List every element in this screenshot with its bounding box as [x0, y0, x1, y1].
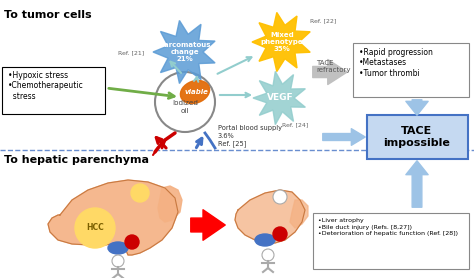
Text: •Liver atrophy
•Bile duct injury (Refs. [8,27])
•Deterioration of hepatic functi: •Liver atrophy •Bile duct injury (Refs. …	[318, 218, 458, 236]
Ellipse shape	[108, 242, 128, 254]
Circle shape	[125, 235, 139, 249]
Text: TACE
refractory: TACE refractory	[316, 60, 350, 73]
Circle shape	[112, 255, 124, 267]
FancyBboxPatch shape	[353, 43, 469, 97]
Polygon shape	[253, 71, 305, 125]
Text: Sarcomatous
change
21%: Sarcomatous change 21%	[159, 42, 211, 62]
Polygon shape	[48, 180, 178, 255]
Text: Ref. [21]: Ref. [21]	[118, 50, 144, 55]
Polygon shape	[158, 186, 182, 222]
Ellipse shape	[255, 234, 275, 246]
Circle shape	[262, 249, 274, 261]
Text: Portal blood supply
3.6%
Ref. [25]: Portal blood supply 3.6% Ref. [25]	[218, 125, 282, 147]
Polygon shape	[235, 190, 305, 243]
FancyBboxPatch shape	[313, 213, 469, 269]
FancyArrowPatch shape	[406, 161, 428, 207]
Circle shape	[273, 227, 287, 241]
Ellipse shape	[181, 80, 210, 103]
Text: To hepatic parenchyma: To hepatic parenchyma	[4, 155, 149, 165]
FancyArrowPatch shape	[313, 59, 347, 85]
Text: viable: viable	[185, 89, 209, 95]
FancyBboxPatch shape	[2, 66, 106, 113]
Text: •Rapid progression
•Metastases
•Tumor thrombi: •Rapid progression •Metastases •Tumor th…	[359, 48, 433, 78]
Circle shape	[273, 190, 287, 204]
Text: Ref. [24]: Ref. [24]	[282, 122, 309, 127]
Text: Mixed
phenotype
35%: Mixed phenotype 35%	[261, 32, 303, 52]
Text: •Hypoxic stress
•Chemotherapeutic
  stress: •Hypoxic stress •Chemotherapeutic stress	[8, 71, 84, 101]
Polygon shape	[153, 21, 215, 83]
Circle shape	[131, 184, 149, 202]
Text: Iodized
oil: Iodized oil	[172, 100, 198, 114]
FancyBboxPatch shape	[367, 115, 468, 159]
FancyArrowPatch shape	[191, 210, 225, 240]
Text: HCC: HCC	[86, 224, 104, 232]
Circle shape	[75, 208, 115, 248]
Polygon shape	[290, 200, 308, 228]
Circle shape	[155, 72, 215, 132]
FancyArrowPatch shape	[406, 100, 428, 115]
Text: To tumor cells: To tumor cells	[4, 10, 91, 20]
Text: VEGF: VEGF	[267, 93, 293, 103]
FancyArrowPatch shape	[323, 129, 365, 145]
Text: Ref. [22]: Ref. [22]	[310, 18, 337, 23]
Text: TACE
impossible: TACE impossible	[383, 126, 450, 148]
Polygon shape	[252, 13, 310, 71]
